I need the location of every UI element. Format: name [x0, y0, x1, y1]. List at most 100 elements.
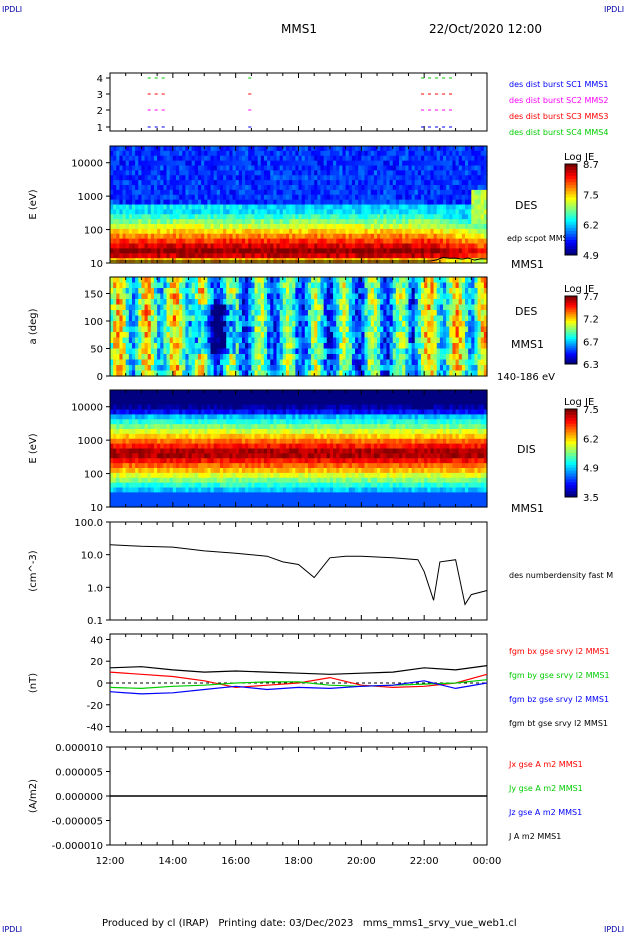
spectrogram-cell	[307, 224, 312, 230]
spectrogram-cell	[402, 194, 406, 201]
spectrogram-cell	[389, 228, 394, 235]
spectrogram-cell	[204, 277, 208, 284]
spectrogram-cell	[329, 359, 334, 366]
spectrogram-cell	[122, 180, 127, 186]
spectrogram-cell	[169, 321, 174, 328]
spectrogram-cell	[392, 160, 397, 167]
spectrogram-cell	[414, 146, 419, 152]
spectrogram-cell	[241, 343, 246, 350]
spectrogram-cell	[314, 214, 318, 220]
spectrogram-cell	[232, 277, 237, 284]
spectrogram-cell	[411, 315, 416, 322]
spectrogram-cell	[138, 315, 143, 322]
spectrogram-cell	[411, 146, 416, 152]
spectrogram-cell	[323, 277, 328, 284]
spectrogram-cell	[270, 165, 274, 171]
spectrogram-cell	[179, 332, 183, 339]
spectrogram-cell	[276, 194, 281, 201]
spectrogram-cell	[333, 199, 337, 206]
spectrogram-cell	[307, 370, 312, 377]
spectrogram-cell	[128, 238, 133, 245]
spectrogram-cell	[138, 282, 143, 289]
spectrogram-cell	[373, 288, 378, 295]
spectrogram-cell	[358, 185, 362, 191]
spectrogram-cell	[471, 185, 476, 191]
spectrogram-cell	[153, 204, 158, 210]
spectrogram-cell	[204, 209, 208, 215]
spectrogram-cell	[402, 170, 406, 176]
spectrogram-cell	[465, 155, 469, 162]
spectrogram-cell	[260, 248, 265, 254]
spectrogram-cell	[392, 282, 397, 289]
spectrogram-cell	[399, 248, 403, 254]
spectrogram-cell	[267, 343, 271, 350]
spectrogram-cell	[210, 277, 215, 284]
spectrogram-cell	[367, 209, 372, 215]
spectrogram-cell	[336, 293, 340, 300]
spectrogram-cell	[399, 310, 403, 317]
spectrogram-cell	[248, 248, 252, 254]
spectrogram-cell	[285, 155, 290, 162]
spectrogram-cell	[323, 233, 328, 240]
spectrogram-cell	[342, 365, 347, 372]
spectrogram-cell	[116, 365, 121, 372]
spectrogram-cell	[405, 321, 410, 328]
spectrogram-cell	[389, 160, 394, 167]
spectrogram-cell	[219, 209, 224, 215]
spectrogram-cell	[201, 165, 205, 171]
spectrogram-cell	[326, 224, 331, 230]
spectrogram-cell	[370, 175, 375, 181]
spectrogram-cell	[345, 170, 350, 176]
spectrogram-cell	[345, 277, 350, 284]
spectrogram-cell	[483, 150, 488, 157]
spectrogram-cell	[433, 214, 438, 220]
spectrogram-cell	[229, 365, 234, 372]
spectrogram-cell	[207, 180, 212, 186]
spectrogram-cell	[141, 359, 146, 366]
spectrogram-cell	[449, 185, 454, 191]
spectrogram-cell	[125, 310, 130, 317]
spectrogram-cell	[395, 170, 400, 176]
spectrogram-cell	[314, 321, 318, 328]
y-tick-label: 10	[90, 259, 103, 270]
spectrogram-cell	[191, 277, 196, 284]
spectrogram-cell	[292, 170, 296, 176]
spectrogram-cell	[323, 160, 328, 167]
spectrogram-cell	[314, 253, 318, 259]
spectrogram-cell	[326, 343, 331, 350]
spectrogram-cell	[201, 310, 205, 317]
spectrogram-cell	[323, 150, 328, 157]
spectrogram-cell	[421, 170, 425, 176]
spectrogram-cell	[314, 348, 318, 355]
spectrogram-cell	[317, 354, 322, 361]
spectrogram-cell	[351, 253, 356, 259]
spectrogram-cell	[204, 282, 208, 289]
spectrogram-cell	[345, 354, 350, 361]
spectrogram-cell	[122, 337, 127, 344]
spectrogram-cell	[329, 370, 334, 377]
spectrogram-cell	[226, 180, 230, 186]
spectrogram-cell	[424, 370, 428, 377]
spectrogram-cell	[358, 321, 362, 328]
spectrogram-cell	[197, 150, 202, 157]
spectrogram-cell	[241, 293, 246, 300]
spectrogram-cell	[424, 343, 428, 350]
spectrogram-cell	[245, 359, 249, 366]
spectrogram-cell	[333, 282, 337, 289]
spectrogram-cell	[333, 204, 337, 210]
spectrogram-cell	[248, 282, 252, 289]
spectrogram-cell	[110, 219, 114, 225]
spectrogram-cell	[270, 293, 274, 300]
spectrogram-cell	[248, 228, 252, 235]
spectrogram-cell	[147, 304, 152, 311]
spectrogram-cell	[254, 354, 259, 361]
spectrogram-cell	[229, 165, 234, 171]
spectrogram-cell	[169, 238, 174, 245]
spectrogram-cell	[392, 288, 397, 295]
spectrogram-cell	[282, 243, 287, 249]
spectrogram-cell	[311, 348, 315, 355]
spectrogram-cell	[166, 343, 171, 350]
spectrogram-cell	[436, 326, 441, 333]
datetime-title: 22/Oct/2020 12:00	[429, 22, 543, 36]
spectrogram-cell	[449, 243, 454, 249]
